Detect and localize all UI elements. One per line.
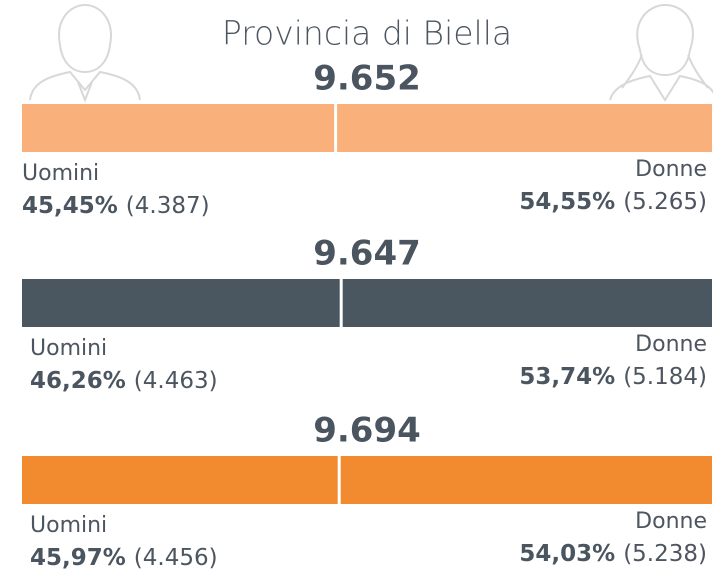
men-bar xyxy=(22,456,340,504)
male-icon xyxy=(29,3,141,103)
women-label: Donne xyxy=(635,332,707,357)
women-bar xyxy=(339,456,712,504)
men-stats: 45,45% (4.387) xyxy=(22,193,210,219)
men-percent: 46,26% xyxy=(30,368,126,394)
men-percent: 45,45% xyxy=(22,193,118,219)
men-count: (4.387) xyxy=(126,193,210,219)
female-icon xyxy=(609,3,713,102)
men-count: (4.456) xyxy=(134,545,218,571)
women-stats: 53,74% (5.184) xyxy=(519,364,707,390)
men-stats: 46,26% (4.463) xyxy=(30,368,218,394)
women-label: Donne xyxy=(635,157,707,182)
total: 9.652 xyxy=(313,59,421,99)
men-bar xyxy=(22,279,342,327)
women-count: (5.184) xyxy=(623,364,707,390)
men-label: Uomini xyxy=(22,161,99,186)
title: Provincia di Biella xyxy=(222,14,512,53)
total: 9.694 xyxy=(313,411,421,451)
women-percent: 54,55% xyxy=(519,189,615,215)
women-bar xyxy=(341,279,712,327)
men-percent: 45,97% xyxy=(30,545,126,571)
men-count: (4.463) xyxy=(134,368,218,394)
men-label: Uomini xyxy=(30,513,107,538)
women-stats: 54,55% (5.265) xyxy=(519,189,707,215)
men-bar xyxy=(22,104,336,152)
women-count: (5.238) xyxy=(623,541,707,567)
women-label: Donne xyxy=(635,509,707,534)
total: 9.647 xyxy=(313,234,421,274)
men-label: Uomini xyxy=(30,336,107,361)
men-stats: 45,97% (4.456) xyxy=(30,545,218,571)
women-percent: 54,03% xyxy=(519,541,615,567)
women-count: (5.265) xyxy=(623,189,707,215)
women-stats: 54,03% (5.238) xyxy=(519,541,707,567)
women-bar xyxy=(335,104,712,152)
women-percent: 53,74% xyxy=(519,364,615,390)
